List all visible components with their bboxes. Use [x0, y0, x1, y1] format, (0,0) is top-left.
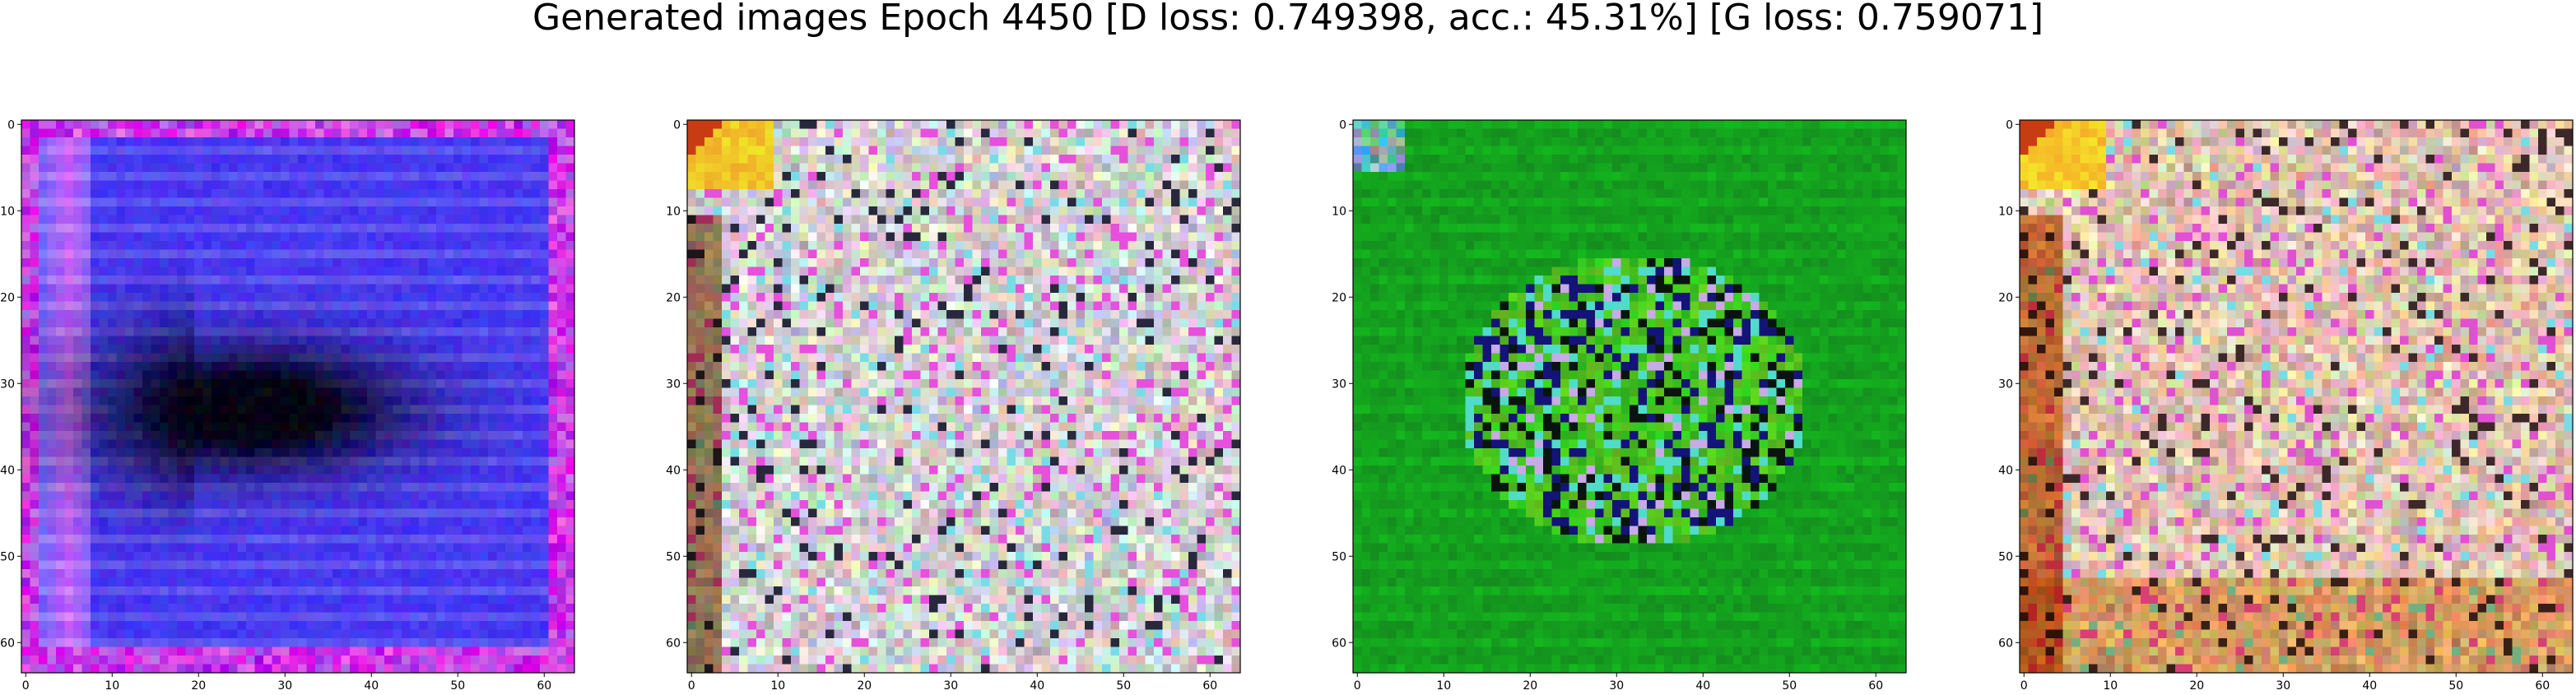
y-tick-label: 30 [1332, 378, 1346, 391]
y-tick-label: 50 [0, 550, 15, 563]
x-tick-label: 10 [2103, 679, 2118, 693]
image-pixels [21, 120, 575, 674]
x-tick-label: 30 [943, 679, 958, 693]
x-tick-label: 20 [1523, 679, 1537, 693]
y-tick-label: 10 [666, 205, 681, 218]
x-tick-label: 10 [1436, 679, 1451, 693]
x-tick-label: 0 [22, 679, 30, 693]
y-tick-label: 30 [1998, 378, 2013, 391]
y-tick-label: 40 [0, 464, 15, 477]
y-tick-label: 10 [1998, 205, 2013, 218]
image-plot-4: 0 10 20 30 40 50 60 0 10 20 30 40 50 60 [1998, 118, 2574, 693]
y-tick-label: 30 [666, 378, 681, 391]
image-plot-1: 0 10 20 30 40 50 60 0 10 20 30 40 50 60 [0, 118, 575, 693]
axes-frame [686, 119, 1241, 674]
y-tick-label: 60 [666, 637, 681, 650]
y-tick-label: 20 [1332, 291, 1346, 304]
x-tick-label: 60 [2535, 679, 2550, 693]
y-tick-label: 50 [1998, 550, 2013, 563]
x-tick-label: 20 [2189, 679, 2204, 693]
y-tick-label: 20 [0, 291, 15, 304]
x-tick-label: 0 [688, 679, 695, 693]
y-tick-label: 20 [1998, 291, 2013, 304]
x-tick-label: 60 [1868, 679, 1883, 693]
y-tick-label: 40 [666, 464, 681, 477]
x-tick-label: 40 [364, 679, 379, 693]
x-tick-label: 30 [1609, 679, 1624, 693]
image-pixels [2020, 120, 2574, 674]
x-tick-label: 20 [857, 679, 872, 693]
y-tick-label: 40 [1998, 464, 2013, 477]
x-tick-label: 30 [277, 679, 292, 693]
x-tick-label: 40 [2362, 679, 2377, 693]
x-tick-label: 50 [1116, 679, 1131, 693]
x-tick-label: 50 [450, 679, 465, 693]
generated-image-panel-1: 0 10 20 30 40 50 60 0 10 20 30 40 50 60 [0, 118, 575, 693]
y-tick-label: 10 [0, 205, 15, 218]
y-tick-label: 50 [666, 550, 681, 563]
y-tick-label: 20 [666, 291, 681, 304]
x-tick-label: 0 [1354, 679, 1361, 693]
figure-title: Generated images Epoch 4450 [D loss: 0.7… [532, 0, 2044, 39]
y-tick-label: 60 [1998, 637, 2013, 650]
axes-frame [21, 119, 575, 674]
x-tick-label: 20 [191, 679, 206, 693]
y-tick-label: 10 [1332, 205, 1346, 218]
generated-image-panel-2: 0 10 20 30 40 50 60 0 10 20 30 40 50 60 [666, 118, 1241, 693]
x-tick-label: 30 [2276, 679, 2290, 693]
image-plot-3: 0 10 20 30 40 50 60 0 10 20 30 40 50 60 [1332, 118, 1907, 693]
y-tick-label: 60 [0, 637, 15, 650]
x-tick-label: 60 [1202, 679, 1217, 693]
axes-frame [1352, 119, 1907, 674]
y-tick-label: 0 [2006, 118, 2013, 132]
generated-image-panel-3: 0 10 20 30 40 50 60 0 10 20 30 40 50 60 [1332, 118, 1907, 693]
generated-image-panel-4: 0 10 20 30 40 50 60 0 10 20 30 40 50 60 [1998, 118, 2574, 693]
y-tick-label: 0 [1339, 118, 1346, 132]
y-tick-label: 0 [673, 118, 681, 132]
x-tick-label: 40 [1695, 679, 1710, 693]
image-plot-2: 0 10 20 30 40 50 60 0 10 20 30 40 50 60 [666, 118, 1241, 693]
x-tick-label: 50 [1782, 679, 1797, 693]
y-tick-label: 50 [1332, 550, 1346, 563]
image-pixels [1353, 120, 1907, 674]
y-tick-label: 0 [7, 118, 15, 132]
y-tick-label: 30 [0, 378, 15, 391]
image-pixels [687, 120, 1241, 674]
x-tick-label: 40 [1030, 679, 1044, 693]
x-tick-label: 50 [2448, 679, 2463, 693]
x-tick-label: 10 [105, 679, 119, 693]
x-tick-label: 60 [537, 679, 551, 693]
y-tick-label: 60 [1332, 637, 1346, 650]
y-tick-label: 40 [1332, 464, 1346, 477]
x-tick-label: 10 [770, 679, 785, 693]
x-tick-label: 0 [2020, 679, 2028, 693]
axes-frame [2019, 119, 2574, 674]
